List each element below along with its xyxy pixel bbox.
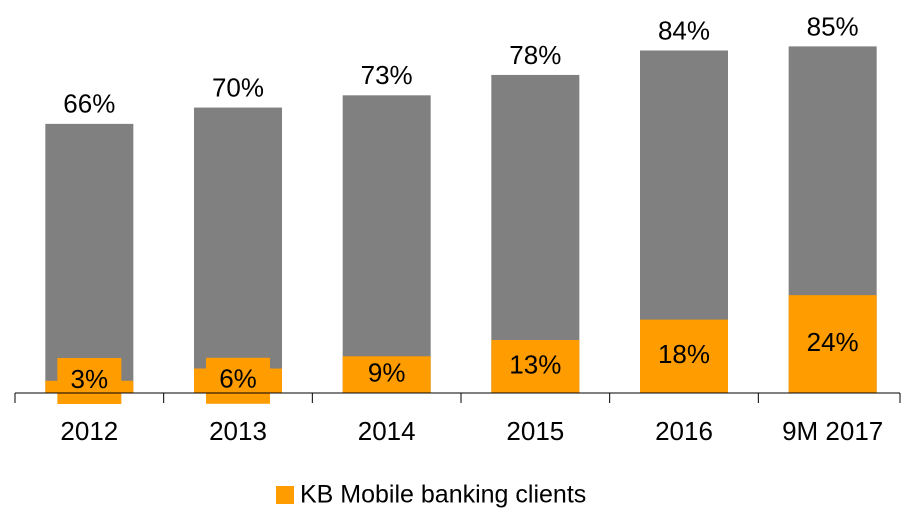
bar — [45, 123, 134, 393]
bar — [194, 107, 282, 394]
value-label: 9% — [368, 358, 406, 388]
value-label: 78% — [509, 40, 561, 70]
bar — [640, 319, 728, 393]
value-label: 24% — [807, 327, 859, 357]
x-tick-label: 2012 — [60, 416, 118, 446]
bar — [491, 339, 580, 393]
value-label: 73% — [361, 60, 413, 90]
value-label: 3% — [71, 364, 109, 394]
x-tick-label: 2014 — [358, 416, 416, 446]
x-tick-label: 2016 — [655, 416, 713, 446]
bar — [342, 95, 431, 394]
legend-swatch — [276, 486, 294, 504]
x-tick-label: 2013 — [209, 416, 267, 446]
value-label: 6% — [219, 364, 257, 394]
x-tick-label: 9M 2017 — [782, 416, 883, 446]
label-background — [206, 357, 270, 404]
x-tick-label: 2015 — [506, 416, 564, 446]
label-background — [57, 358, 122, 404]
value-label: 70% — [212, 72, 264, 102]
value-label: 66% — [63, 89, 115, 119]
value-label: 85% — [807, 11, 859, 41]
bar — [788, 295, 877, 393]
value-label: 18% — [658, 339, 710, 369]
value-label: 84% — [658, 15, 710, 45]
value-label: 13% — [509, 349, 561, 379]
bar — [342, 356, 431, 393]
legend-label: KB Mobile banking clients — [300, 481, 586, 509]
